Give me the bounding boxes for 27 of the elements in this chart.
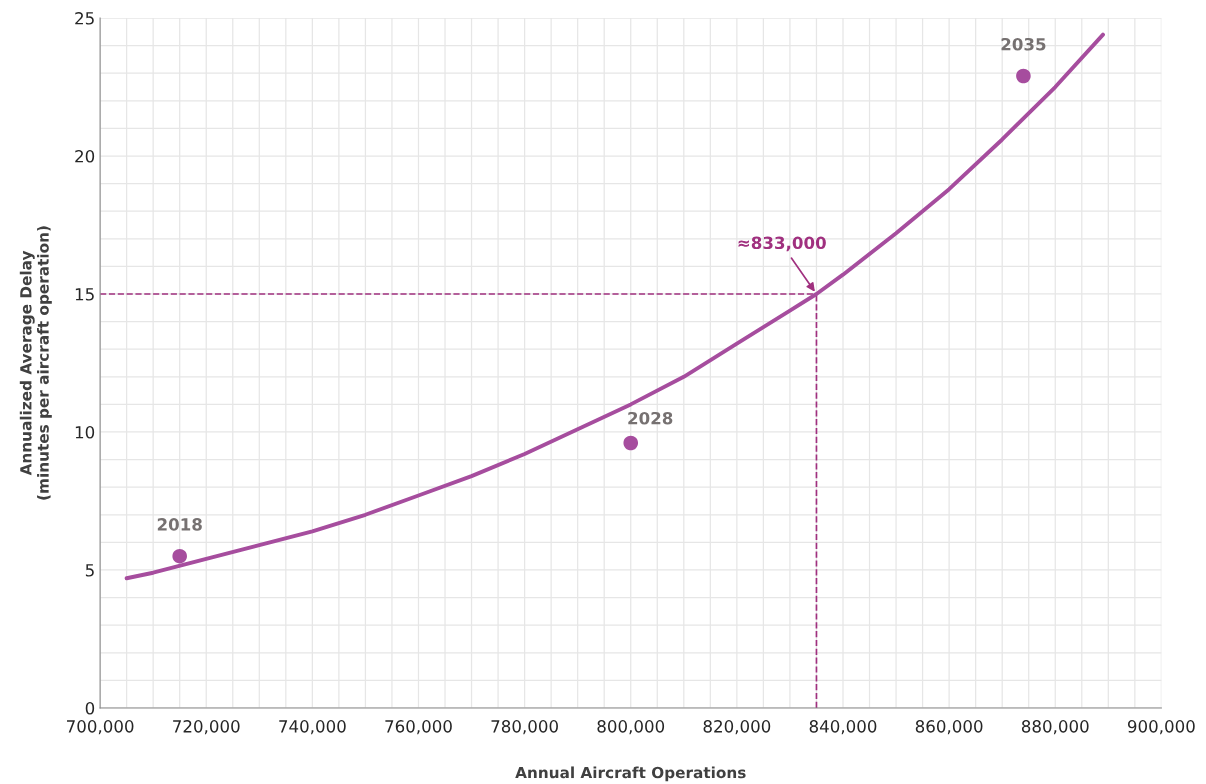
x-tick-label: 760,000 [385,720,452,735]
y-tick-label: 10 [75,425,95,439]
x-tick-label: 860,000 [915,720,983,735]
x-tick-label: 720,000 [173,720,240,735]
y-axis-title: Annualized Average Delay (minutes per aircraft operation) [19,226,52,500]
annotation: 2028 [628,411,673,425]
annotation: 2018 [157,518,202,531]
x-tick-label: 780,000 [491,720,558,735]
annotation: 2035 [1001,37,1046,51]
line-series [124,32,1105,581]
x-tick-label: 800,000 [597,720,665,735]
x-tick-label: 900,000 [1127,720,1195,735]
point [623,435,639,451]
y-tick-label: 0 [85,701,95,715]
y-tick-label: 15 [75,288,94,301]
y-tick-label: 25 [75,11,94,25]
point [1016,68,1031,84]
x-axis-title: Annual Aircraft Operations [515,766,746,782]
y-tick-label: 5 [85,564,94,577]
point [172,548,187,564]
x-tick-label: 880,000 [1021,720,1089,735]
x-tick-label: 820,000 [703,720,771,735]
x-tick-label: 840,000 [809,720,877,735]
annotation: ≈833,000 [738,236,826,252]
x-tick-label: 740,000 [279,720,346,735]
y-tick-label: 20 [75,149,95,163]
x-tick-label: 700,000 [67,720,134,735]
